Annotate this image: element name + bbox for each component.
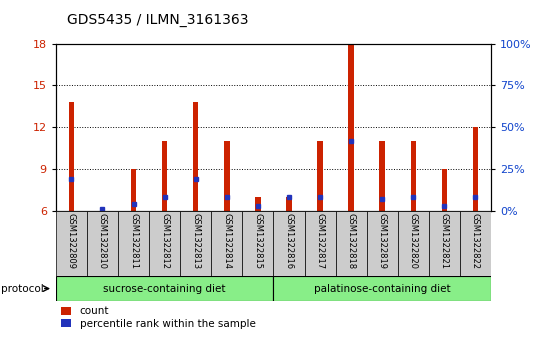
Bar: [56, 276, 273, 301]
Bar: [211, 211, 242, 276]
Text: GSM1322815: GSM1322815: [253, 212, 262, 269]
Text: GSM1322818: GSM1322818: [347, 212, 355, 269]
Bar: [429, 211, 460, 276]
Text: GSM1322822: GSM1322822: [471, 212, 480, 269]
Bar: [131, 169, 136, 211]
Text: sucrose-containing diet: sucrose-containing diet: [103, 284, 226, 294]
Bar: [367, 211, 398, 276]
Bar: [273, 276, 491, 301]
Text: GDS5435 / ILMN_3161363: GDS5435 / ILMN_3161363: [67, 13, 248, 27]
Text: protocol: protocol: [1, 284, 44, 294]
Bar: [273, 211, 305, 276]
Bar: [87, 211, 118, 276]
Text: GSM1322820: GSM1322820: [409, 212, 418, 269]
Bar: [180, 211, 211, 276]
Legend: count, percentile rank within the sample: count, percentile rank within the sample: [61, 306, 256, 329]
Bar: [318, 141, 323, 211]
Bar: [441, 169, 447, 211]
Text: GSM1322811: GSM1322811: [129, 212, 138, 269]
Bar: [193, 102, 199, 211]
Bar: [100, 209, 105, 211]
Bar: [224, 141, 229, 211]
Bar: [335, 211, 367, 276]
Bar: [118, 211, 149, 276]
Text: GSM1322817: GSM1322817: [316, 212, 325, 269]
Text: GSM1322816: GSM1322816: [285, 212, 294, 269]
Bar: [56, 211, 87, 276]
Bar: [348, 44, 354, 211]
Bar: [411, 141, 416, 211]
Bar: [398, 211, 429, 276]
Text: GSM1322810: GSM1322810: [98, 212, 107, 269]
Text: GSM1322812: GSM1322812: [160, 212, 169, 269]
Bar: [162, 141, 167, 211]
Bar: [379, 141, 385, 211]
Text: palatinose-containing diet: palatinose-containing diet: [314, 284, 450, 294]
Bar: [69, 102, 74, 211]
Bar: [473, 127, 478, 211]
Bar: [255, 197, 261, 211]
Text: GSM1322819: GSM1322819: [378, 212, 387, 269]
Bar: [286, 197, 292, 211]
Bar: [149, 211, 180, 276]
Bar: [305, 211, 335, 276]
Text: GSM1322814: GSM1322814: [222, 212, 231, 269]
Text: GSM1322809: GSM1322809: [67, 212, 76, 269]
Text: GSM1322813: GSM1322813: [191, 212, 200, 269]
Bar: [460, 211, 491, 276]
Text: GSM1322821: GSM1322821: [440, 212, 449, 269]
Bar: [242, 211, 273, 276]
